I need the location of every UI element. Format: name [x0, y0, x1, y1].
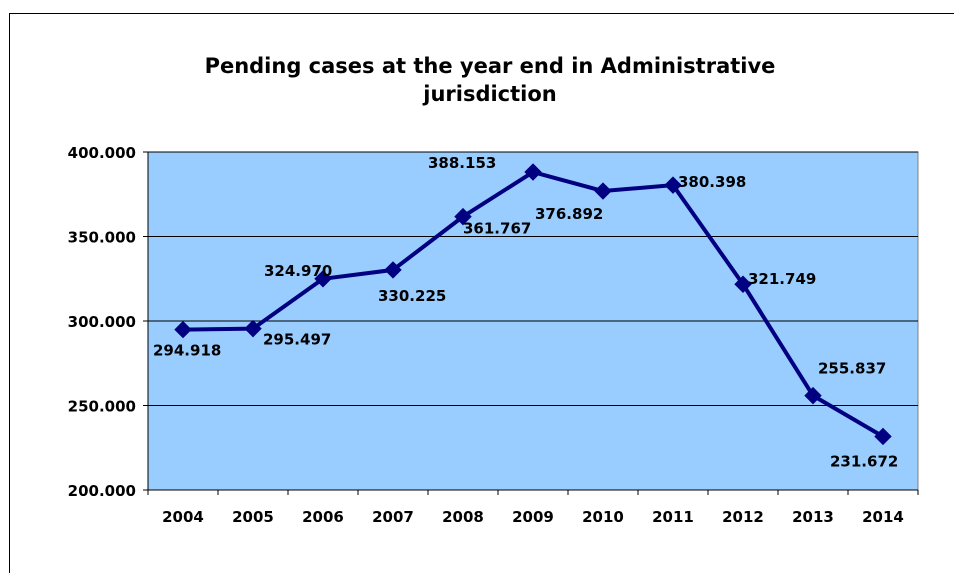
- y-tick-label: 350.000: [68, 229, 136, 247]
- x-tick-label: 2005: [232, 508, 274, 526]
- data-point-2005: [244, 319, 262, 338]
- data-label-2014: 231.672: [830, 452, 898, 470]
- data-point-2014: [874, 427, 892, 446]
- data-label-2012: 321.749: [748, 270, 816, 288]
- y-tick-label: 200.000: [68, 482, 136, 500]
- data-labels: 294.918 295.497 324.970 330.225 361.767 388.1…: [153, 154, 898, 470]
- chart-svg: 200.000 250.000 300.000 350.000 400.000 2004…: [68, 144, 919, 526]
- x-tick-label: 2010: [582, 508, 624, 526]
- x-tick-labels: 2004 2005 2006 2007 2008 2009 2010 2011 2012 2013…: [162, 508, 904, 526]
- x-tick-label: 2009: [512, 508, 554, 526]
- data-point-2007: [384, 261, 402, 279]
- x-tick-label: 2014: [862, 508, 904, 526]
- data-label-2005: 295.497: [263, 331, 331, 349]
- data-label-2009: 388.153: [428, 154, 496, 172]
- y-tick-label: 300.000: [68, 313, 136, 331]
- axes: [143, 151, 919, 495]
- data-label-2011: 380.398: [678, 173, 746, 191]
- x-tick-label: 2008: [442, 508, 484, 526]
- y-tick-labels: 200.000 250.000 300.000 350.000 400.000: [68, 144, 136, 500]
- x-tick-label: 2012: [722, 508, 764, 526]
- data-point-2008: [454, 207, 472, 226]
- data-label-2004: 294.918: [153, 342, 221, 360]
- data-point-2006: [314, 270, 332, 288]
- x-tick-label: 2013: [792, 508, 834, 526]
- chart-title: Pending cases at the year end in Adminis…: [204, 54, 776, 106]
- x-tick-label: 2011: [652, 508, 694, 526]
- x-tick-label: 2007: [372, 508, 414, 526]
- data-markers: [174, 163, 892, 446]
- x-tick-label: 2004: [162, 508, 204, 526]
- y-tick-label: 250.000: [68, 398, 136, 416]
- data-label-2006: 324.970: [264, 262, 332, 280]
- data-point-2010: [594, 182, 612, 200]
- gridlines: [148, 151, 918, 406]
- chart-frame: [9, 13, 954, 573]
- data-point-2009: [524, 163, 542, 181]
- data-label-2007: 330.225: [378, 287, 446, 305]
- data-point-2011: [664, 176, 682, 194]
- data-point-2013: [804, 386, 822, 405]
- data-label-2008: 361.767: [463, 220, 531, 238]
- data-point-2004: [174, 320, 192, 339]
- data-label-2010: 376.892: [535, 205, 603, 223]
- data-label-2013: 255.837: [818, 360, 886, 378]
- data-point-2012: [734, 275, 752, 293]
- x-tick-label: 2006: [302, 508, 344, 526]
- y-tick-label: 400.000: [68, 144, 136, 162]
